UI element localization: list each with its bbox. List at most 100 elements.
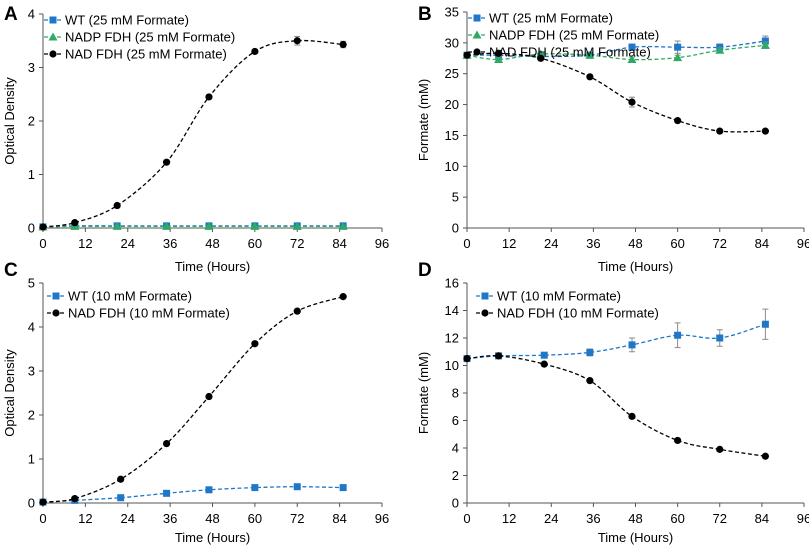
x-tick-label: 12 <box>78 236 92 251</box>
y-tick-label: 10 <box>445 159 459 174</box>
x-tick-label: 96 <box>797 236 809 251</box>
series-line <box>466 44 766 61</box>
x-tick-label: 48 <box>628 511 642 526</box>
x-tick-label: 72 <box>290 511 304 526</box>
x-tick-label: 60 <box>670 511 684 526</box>
data-point <box>674 331 682 339</box>
panel-letter: A <box>4 4 18 25</box>
data-point <box>71 495 79 503</box>
x-tick-label: 48 <box>205 511 219 526</box>
x-tick-label: 96 <box>797 511 809 526</box>
y-tick-label: 2 <box>452 468 459 483</box>
data-point <box>760 40 770 49</box>
series-line <box>42 296 344 503</box>
data-point <box>716 334 724 342</box>
series-line <box>42 225 344 228</box>
data-point <box>251 47 259 56</box>
data-point <box>162 221 172 230</box>
data-point <box>39 223 47 231</box>
x-tick-label: 84 <box>755 511 769 526</box>
data-point <box>39 498 47 506</box>
series-1 <box>39 293 347 506</box>
x-tick-label: 84 <box>332 511 346 526</box>
x-tick-label: 84 <box>755 236 769 251</box>
series-line <box>466 355 766 457</box>
legend-marker <box>473 14 481 22</box>
legend-label: NAD FDH (25 mM Formate) <box>489 45 651 60</box>
panel-b: B 0 5 10 15 20 25 30 35 0 12 24 36 48 60 72 84 96 Time (Ho… <box>416 4 809 274</box>
legend-marker <box>481 292 489 300</box>
x-axis-title: Time (Hours) <box>175 530 250 545</box>
data-point <box>674 117 682 125</box>
x-tick-label: 48 <box>205 236 219 251</box>
data-point <box>716 445 724 453</box>
legend-label: NAD FDH (10 mM Formate) <box>68 306 230 321</box>
y-tick-label: 0 <box>28 221 35 236</box>
y-tick-label: 4 <box>28 320 35 335</box>
y-tick-label: 5 <box>452 190 459 205</box>
y-axis-title: Optical Density <box>2 77 17 165</box>
data-point <box>628 341 636 349</box>
y-tick-label: 0 <box>452 496 459 511</box>
x-tick-label: 60 <box>248 511 262 526</box>
legend-marker <box>473 48 481 56</box>
legend-marker <box>49 50 57 58</box>
x-tick-label: 36 <box>586 511 600 526</box>
data-point <box>250 221 260 230</box>
data-point <box>586 377 594 385</box>
data-point <box>293 37 301 45</box>
data-point <box>339 40 347 49</box>
legend-label: WT (10 mM Formate) <box>497 289 621 304</box>
y-axis-title: Optical Density <box>2 349 17 437</box>
series-0 <box>39 483 347 506</box>
data-point <box>494 352 503 360</box>
legend-marker <box>481 309 489 317</box>
data-point <box>463 355 471 363</box>
legend-label: WT (25 mM Formate) <box>65 13 189 28</box>
data-point <box>716 127 724 135</box>
data-point <box>585 50 595 59</box>
x-tick-label: 24 <box>121 511 135 526</box>
legend: WT (25 mM Formate) NADP FDH (25 mM Format… <box>44 13 235 62</box>
legend-label: WT (25 mM Formate) <box>489 11 613 26</box>
legend-marker <box>48 32 58 41</box>
y-tick-label: 1 <box>28 167 35 182</box>
data-point <box>627 55 637 64</box>
data-point <box>204 221 214 230</box>
data-point <box>339 293 347 301</box>
legend-label: WT (10 mM Formate) <box>68 289 192 304</box>
data-point <box>628 412 636 420</box>
y-tick-label: 20 <box>445 97 459 112</box>
y-tick-label: 30 <box>445 35 459 50</box>
legend-label: NADP FDH (25 mM Formate) <box>489 28 659 43</box>
data-point <box>205 392 213 401</box>
x-tick-label: 24 <box>544 511 558 526</box>
series-2 <box>39 35 347 231</box>
series-2 <box>463 49 769 135</box>
data-point <box>494 49 503 57</box>
legend-marker <box>52 309 60 317</box>
data-point <box>674 43 682 51</box>
x-tick-label: 36 <box>163 511 177 526</box>
x-tick-label: 72 <box>713 511 727 526</box>
legend-label: NAD FDH (25 mM Formate) <box>65 47 227 62</box>
x-tick-label: 36 <box>163 236 177 251</box>
data-point <box>494 55 504 64</box>
x-tick-label: 72 <box>713 236 727 251</box>
data-point <box>117 494 125 502</box>
y-tick-label: 4 <box>28 7 35 22</box>
x-tick-label: 12 <box>502 236 516 251</box>
x-tick-label: 72 <box>290 236 304 251</box>
x-tick-label: 60 <box>670 236 684 251</box>
x-tick-label: 24 <box>544 236 558 251</box>
x-tick-label: 0 <box>39 236 46 251</box>
y-tick-label: 5 <box>28 276 35 291</box>
panel-letter: D <box>418 260 432 281</box>
y-tick-label: 8 <box>452 386 459 401</box>
data-point <box>586 348 594 356</box>
x-tick-label: 12 <box>502 511 516 526</box>
series-line <box>42 39 344 228</box>
x-tick-label: 0 <box>39 511 46 526</box>
